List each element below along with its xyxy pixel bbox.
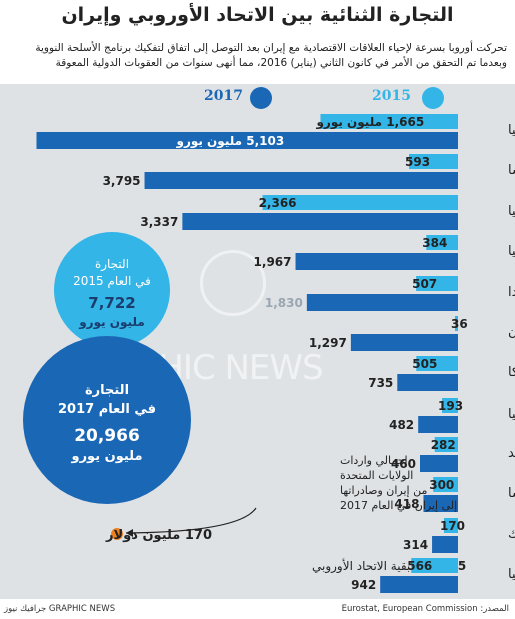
total-2015-unit: مليون يورو (78, 315, 145, 330)
value-label-2015-7: 193 (438, 399, 463, 413)
value-label-2015-10: 170 (440, 519, 465, 533)
bar-2017-0 (36, 132, 459, 149)
total-2017-value: 20,966 (74, 426, 140, 446)
total-2017-circle (23, 336, 191, 504)
value-label-2015-3: 384 (422, 236, 447, 250)
bar-2017-5 (350, 334, 458, 351)
bar-2015-4 (416, 276, 458, 291)
category-label-3: إسبانيا (508, 244, 515, 259)
bar-2015-1 (409, 154, 458, 169)
value-label-2015-5: 36 (451, 317, 468, 331)
bar-2015-9 (433, 477, 458, 492)
value-label-2015-2: 2,366 (259, 196, 297, 210)
bar-2015-5 (455, 316, 458, 331)
total-2017-label2: في العام 2017 (58, 402, 156, 417)
value-label-2015-9: 300 (429, 478, 454, 492)
usa-note-line-2: من إيران وصادراتها (340, 484, 427, 497)
bar-2015-7 (442, 398, 458, 413)
bar-2017-7 (418, 416, 458, 433)
value-label-2017-2: 3,337 (140, 215, 178, 229)
category-label-5: اليونان (508, 325, 515, 340)
total-2015-label1: التجارة (95, 257, 129, 272)
category-label-10: الدنمارك (508, 527, 515, 542)
value-label-2017-6: 735 (368, 376, 393, 390)
value-label-2015-4: 507 (412, 277, 437, 291)
legend-2017-label: 2017 (204, 88, 243, 104)
value-label-2017-5: 1,297 (309, 336, 347, 350)
bar-2017-3 (295, 253, 458, 270)
bar-2015-6 (416, 356, 458, 371)
value-label-2017-8: 460 (391, 457, 416, 471)
source-note: المصدر: Eurostat, European Commission (341, 604, 509, 614)
usa-note-line-3: إلى إيران في العام 2017 (340, 499, 457, 512)
footer: المصدر: Eurostat, European Commission جر… (0, 601, 515, 619)
category-label-11: بريطانيا (508, 567, 515, 582)
category-label-4: هولندا (508, 285, 515, 300)
value-label-2017-12: 942 (351, 578, 376, 592)
total-2017-label1: التجارة (85, 383, 129, 398)
value-label-2017-4: 1,830 (265, 296, 303, 310)
category-label-2: ألمانيا (508, 202, 515, 219)
bar-2017-6 (397, 374, 458, 391)
category-label-8: السويد (508, 446, 515, 461)
legend-2015-dot (422, 87, 444, 109)
value-label-2017-7: 482 (389, 418, 414, 432)
category-label-9: النمسا (508, 486, 515, 501)
bar-2017-10 (432, 536, 458, 553)
legend-2017-dot (250, 87, 272, 109)
value-label-2015-6: 505 (412, 357, 437, 371)
total-2015-circle (54, 232, 170, 348)
category-label-0: إيطاليا (508, 123, 515, 138)
total-2015-value: 7,722 (88, 294, 135, 312)
bar-2015-3 (426, 235, 458, 250)
subtitle-line-2: وبعدما تم التحقق من الأمر في كانون الثان… (55, 57, 507, 69)
value-label-2017-9: 418 (394, 497, 419, 511)
value-label-2015-8: 282 (431, 438, 456, 452)
value-label-2017-3: 1,967 (254, 255, 292, 269)
category-label-12: بقية الاتحاد الأوروبي (312, 558, 410, 574)
usa-dot (111, 528, 123, 540)
bar-2017-1 (144, 172, 458, 189)
usa-note-line-0: إجمالي واردات (340, 454, 408, 467)
credit-note: جرافيك نيوز GRAPHIC NEWS (4, 604, 116, 614)
bar-2017-8 (420, 455, 458, 472)
usa-value-label: 170 مليون دولار (105, 528, 212, 543)
subtitle-line-1: تحركت أوروبا بسرعة لإحياء العلاقات الاقت… (35, 42, 507, 54)
value-label-2015-12: 566 (407, 559, 432, 573)
bar-2017-12 (380, 576, 458, 593)
total-2015-label2: في العام 2015 (73, 274, 151, 288)
category-label-1: فرنسا (508, 163, 515, 178)
bar-2015-0 (320, 114, 458, 129)
bar-2017-4 (306, 294, 458, 311)
bar-2015-8 (434, 437, 458, 452)
category-label-7: رومانيا (508, 407, 515, 422)
bar-2015-10 (443, 518, 458, 533)
watermark-logo-ring (200, 250, 266, 316)
bar-2017-9 (423, 495, 458, 512)
usa-pointer-line (125, 507, 257, 534)
usa-pointer-arrow (126, 529, 133, 537)
value-label-2015-1: 593 (405, 155, 430, 169)
value-label-2017-1: 3,795 (103, 174, 141, 188)
bar-2015-2 (262, 195, 458, 210)
bar-2017-2 (182, 213, 458, 230)
chart-title: التجارة الثنائية بين الاتحاد الأوروبي وإ… (61, 4, 454, 26)
value-label-2017-10: 314 (403, 538, 428, 552)
bar-2015-12 (411, 558, 458, 573)
legend-2015-label: 2015 (372, 88, 411, 104)
total-2017-unit: مليون يورو (70, 449, 142, 464)
usa-note-line-1: الولايات المتحدة (340, 469, 413, 482)
value-label-2015-0: 1,665 مليون يورو (315, 115, 424, 130)
category-label-6: بلجيكا (508, 365, 515, 380)
chart-subtitle: تحركت أوروبا بسرعة لإحياء العلاقات الاقت… (7, 41, 507, 71)
value-label-2017-0: 5,103 مليون يورو (175, 134, 284, 149)
